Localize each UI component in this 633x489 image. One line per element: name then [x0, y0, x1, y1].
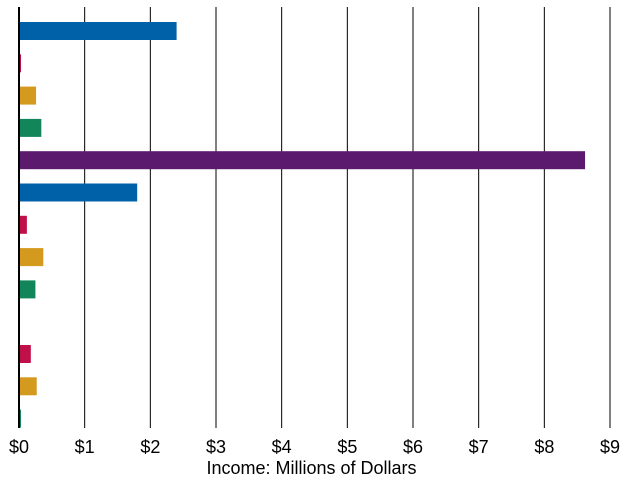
bar [19, 248, 44, 267]
bar [19, 22, 177, 40]
bar [19, 345, 31, 363]
gridlines [84, 7, 611, 428]
x-tick-label: $2 [140, 437, 160, 457]
bar [19, 151, 586, 170]
x-tick-label: $0 [9, 437, 29, 457]
x-axis-label: Income: Millions of Dollars [206, 458, 416, 478]
bar [19, 86, 37, 105]
bar [19, 280, 36, 299]
x-tick-label: $6 [403, 437, 423, 457]
bar [19, 118, 42, 137]
x-tick-label: $1 [75, 437, 95, 457]
bar [19, 215, 27, 234]
x-tick-label: $5 [337, 437, 357, 457]
x-tick-label: $8 [534, 437, 554, 457]
x-tick-label: $9 [600, 437, 620, 457]
x-tick-label: $7 [469, 437, 489, 457]
x-tick-label: $4 [272, 437, 292, 457]
x-tick-label: $3 [206, 437, 226, 457]
bar [19, 377, 37, 396]
bar [19, 183, 138, 202]
x-tick-labels: $0 $1 $2 $3 $4 $5 $6 $7 $8 $9 [9, 437, 620, 457]
bars [19, 22, 586, 428]
